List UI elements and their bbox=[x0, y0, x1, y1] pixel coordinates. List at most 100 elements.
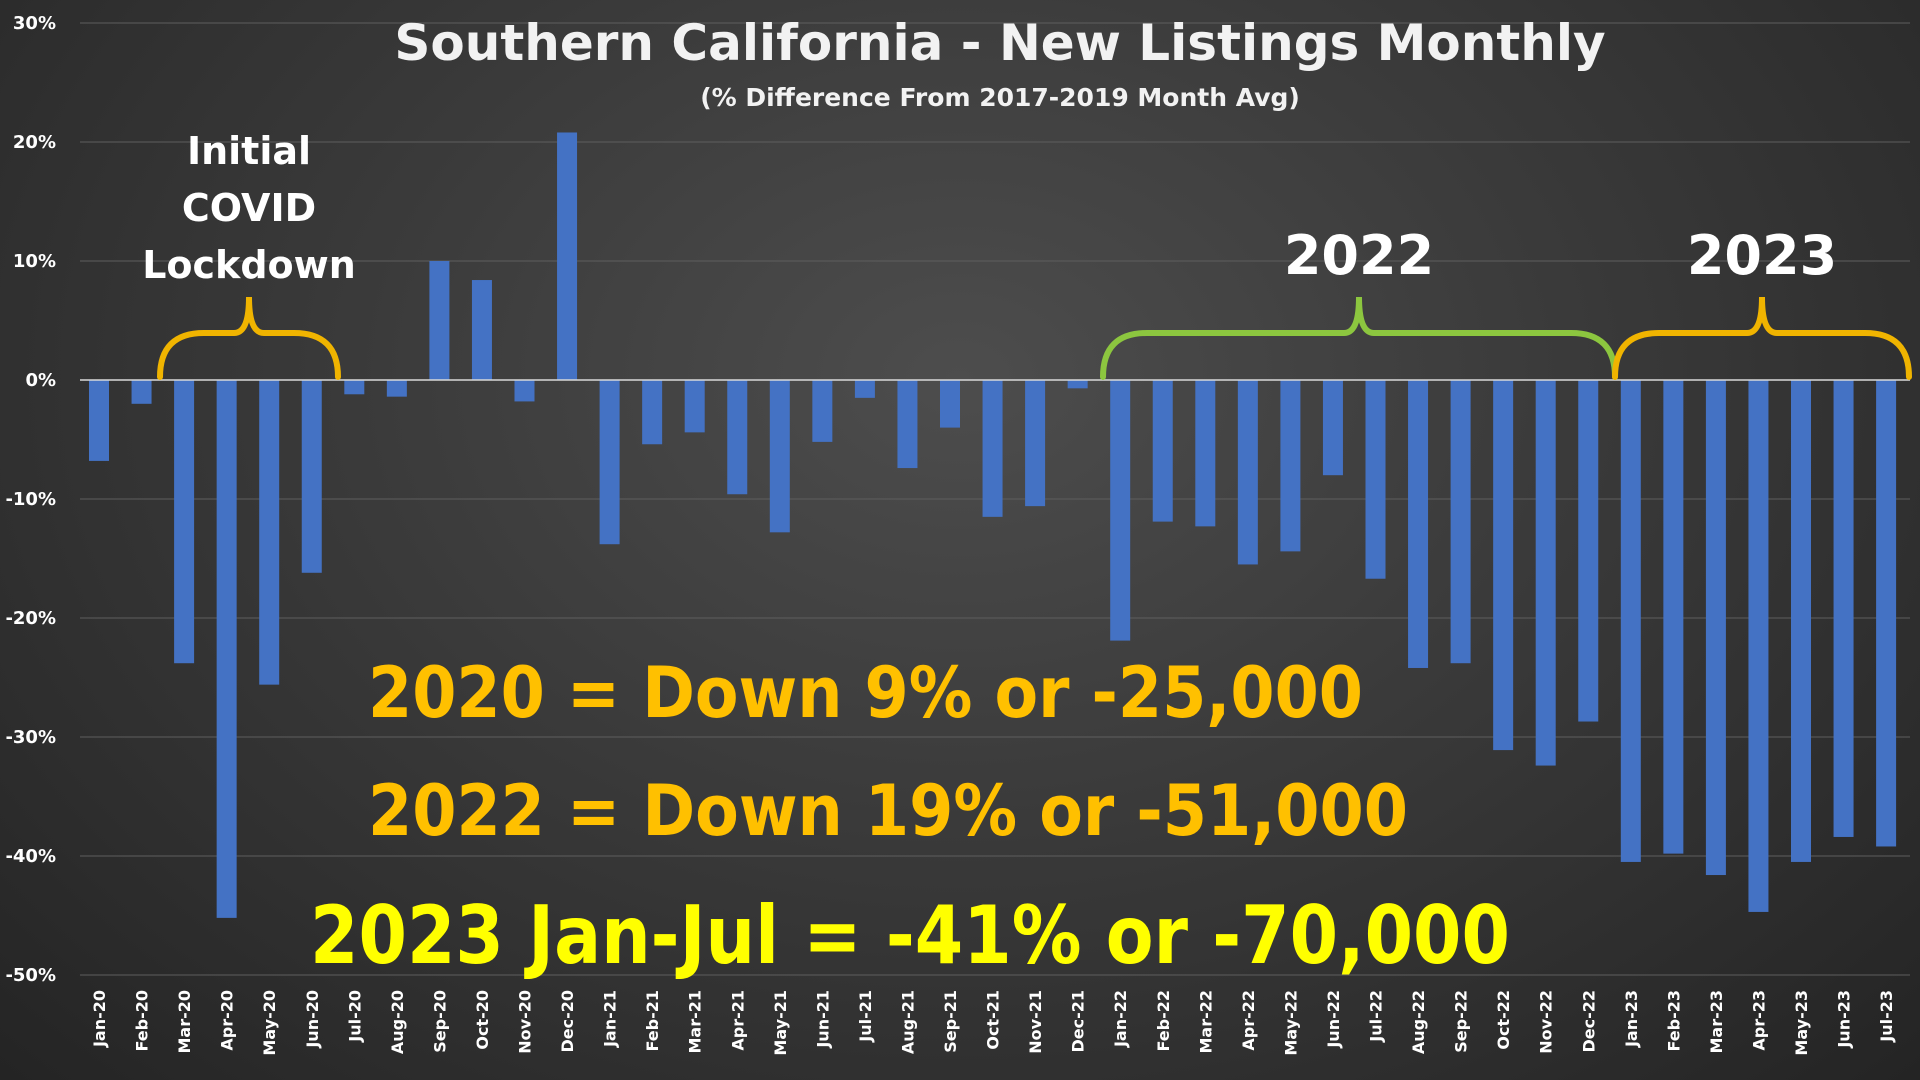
x-tick-label: Nov-22 bbox=[1537, 990, 1556, 1054]
x-tick-label: Jun-21 bbox=[813, 990, 832, 1049]
bar-sep-22 bbox=[1450, 380, 1471, 664]
stat-2020: 2020 = Down 9% or -25,000 bbox=[368, 652, 1363, 734]
x-tick-label: Sep-21 bbox=[941, 990, 960, 1053]
bar-nov-20 bbox=[514, 380, 535, 402]
bar-oct-22 bbox=[1493, 380, 1514, 751]
bar-may-22 bbox=[1280, 380, 1301, 552]
bar-feb-20 bbox=[131, 380, 152, 404]
bar-mar-23 bbox=[1705, 380, 1726, 876]
year-2023-annotation: 2023 bbox=[1612, 224, 1912, 380]
x-tick-label: May-20 bbox=[260, 990, 279, 1056]
covid-brace bbox=[157, 296, 341, 380]
x-tick-label: May-21 bbox=[771, 990, 790, 1056]
chart-subtitle: (% Difference From 2017-2019 Month Avg) bbox=[700, 83, 1300, 112]
y-tick-label: -50% bbox=[5, 965, 56, 986]
stat-2023: 2023 Jan-Jul = -41% or -70,000 bbox=[310, 889, 1510, 982]
bar-apr-22 bbox=[1237, 380, 1258, 565]
x-tick-label: Sep-20 bbox=[430, 990, 449, 1053]
x-tick-label: Nov-20 bbox=[516, 990, 535, 1054]
x-tick-label: Feb-22 bbox=[1154, 990, 1173, 1052]
x-tick-label: Feb-20 bbox=[133, 990, 152, 1052]
bar-mar-22 bbox=[1195, 380, 1216, 527]
y-tick-label: 20% bbox=[13, 132, 56, 153]
label-2023: 2023 bbox=[1687, 224, 1837, 287]
brace-2023 bbox=[1612, 296, 1912, 380]
bar-apr-20 bbox=[216, 380, 237, 918]
x-tick-label: Apr-23 bbox=[1749, 990, 1768, 1051]
x-tick-label: Apr-22 bbox=[1239, 990, 1258, 1051]
y-tick-label: -30% bbox=[5, 727, 56, 748]
x-tick-label: Jul-20 bbox=[345, 990, 364, 1043]
bar-jan-21 bbox=[599, 380, 620, 545]
x-tick-label: Dec-22 bbox=[1579, 990, 1598, 1053]
bar-may-23 bbox=[1791, 380, 1811, 862]
bar-jun-22 bbox=[1322, 380, 1343, 476]
covid-annotation: Initial COVID Lockdown bbox=[142, 129, 356, 380]
x-tick-label: May-22 bbox=[1281, 990, 1300, 1056]
label-2022: 2022 bbox=[1284, 224, 1434, 287]
bar-jul-21 bbox=[854, 380, 875, 398]
bar-jul-20 bbox=[344, 380, 365, 395]
bar-jun-21 bbox=[812, 380, 833, 442]
x-tick-label: Mar-23 bbox=[1707, 990, 1726, 1054]
bar-dec-21 bbox=[1067, 380, 1088, 389]
x-tick-label: Jun-20 bbox=[303, 990, 322, 1049]
y-tick-label: 0% bbox=[25, 370, 56, 391]
bar-apr-23 bbox=[1748, 380, 1769, 912]
x-tick-label: Oct-22 bbox=[1494, 990, 1513, 1050]
bar-jun-23 bbox=[1833, 380, 1854, 837]
year-2022-annotation: 2022 bbox=[1100, 224, 1618, 380]
x-tick-label: Sep-22 bbox=[1452, 990, 1471, 1053]
bar-oct-21 bbox=[982, 380, 1003, 517]
x-tick-label: Mar-21 bbox=[686, 990, 705, 1054]
x-tick-label: Oct-20 bbox=[473, 990, 492, 1050]
x-tick-label: Feb-23 bbox=[1664, 990, 1683, 1052]
bar-aug-21 bbox=[897, 380, 918, 469]
bar-aug-22 bbox=[1408, 380, 1429, 668]
bar-apr-21 bbox=[727, 380, 748, 495]
y-tick-label: -40% bbox=[5, 846, 56, 867]
y-tick-label: -10% bbox=[5, 489, 56, 510]
bar-feb-22 bbox=[1152, 380, 1173, 522]
x-axis-ticks: Jan-20 Feb-20 Mar-20 Apr-20 May-20 Jun-20 Jul-… bbox=[90, 990, 1896, 1056]
x-tick-label: Jan-20 bbox=[90, 990, 109, 1048]
bar-feb-21 bbox=[642, 380, 663, 445]
x-tick-label: Nov-21 bbox=[1026, 990, 1045, 1054]
x-tick-label: Jun-23 bbox=[1835, 990, 1854, 1049]
bar-mar-20 bbox=[174, 380, 195, 664]
x-tick-label: Mar-20 bbox=[175, 990, 194, 1054]
bar-mar-21 bbox=[684, 380, 705, 433]
x-tick-label: Aug-20 bbox=[388, 990, 407, 1054]
bar-jan-23 bbox=[1620, 380, 1641, 862]
y-axis-ticks: 30% 20% 10% 0% -10% -20% -30% -40% -50% bbox=[5, 13, 56, 986]
bar-jul-22 bbox=[1365, 380, 1386, 579]
y-tick-label: 10% bbox=[13, 251, 56, 272]
x-tick-label: Aug-22 bbox=[1409, 990, 1428, 1054]
x-tick-label: Jun-22 bbox=[1324, 990, 1343, 1049]
x-tick-label: Jul-21 bbox=[856, 990, 875, 1043]
brace-2022 bbox=[1100, 296, 1618, 380]
y-tick-label: 30% bbox=[13, 13, 56, 34]
x-tick-label: Apr-21 bbox=[728, 990, 747, 1051]
bar-oct-20 bbox=[471, 280, 492, 380]
covid-label-line3: Lockdown bbox=[142, 243, 356, 287]
x-tick-label: Mar-22 bbox=[1196, 990, 1215, 1054]
bars bbox=[89, 132, 1897, 918]
x-tick-label: Jul-23 bbox=[1877, 990, 1896, 1043]
x-tick-label: Jul-22 bbox=[1367, 990, 1386, 1043]
y-tick-label: -20% bbox=[5, 608, 56, 629]
bar-dec-22 bbox=[1578, 380, 1599, 722]
bar-jun-20 bbox=[301, 380, 322, 573]
bar-jan-22 bbox=[1110, 380, 1131, 641]
bar-dec-20 bbox=[557, 132, 578, 380]
x-tick-label: Dec-20 bbox=[558, 990, 577, 1053]
bar-feb-23 bbox=[1663, 380, 1684, 854]
x-tick-label: Apr-20 bbox=[218, 990, 237, 1051]
bar-sep-20 bbox=[429, 261, 450, 380]
bar-aug-20 bbox=[386, 380, 407, 397]
bar-nov-22 bbox=[1535, 380, 1556, 766]
x-tick-label: Jan-22 bbox=[1111, 990, 1130, 1048]
bar-may-21 bbox=[769, 380, 790, 533]
bar-sep-21 bbox=[940, 380, 960, 428]
